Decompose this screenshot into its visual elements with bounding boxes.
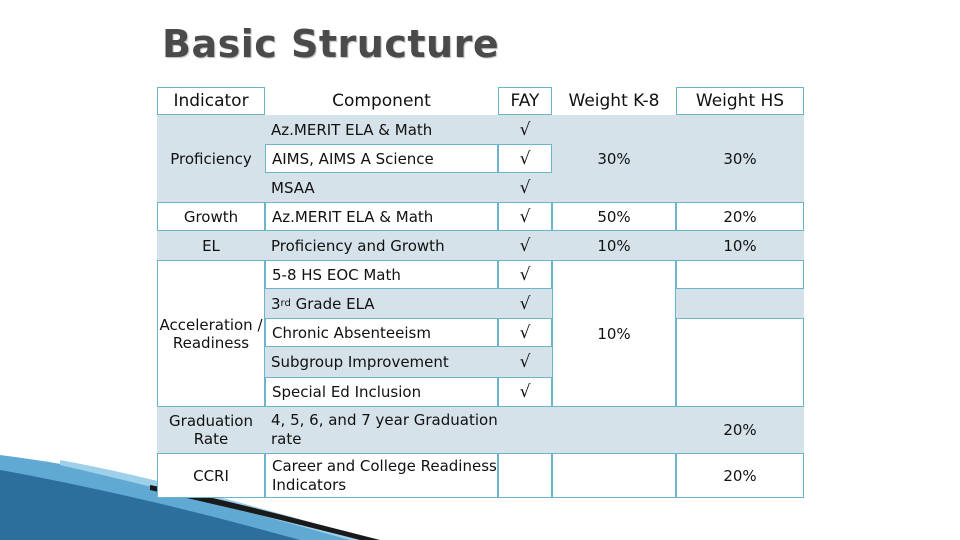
header-weight-hs: Weight HS [676, 87, 804, 115]
component-growth: Az.MERIT ELA & Math [265, 202, 498, 231]
fay-check: √ [498, 289, 552, 318]
fay-empty [498, 453, 552, 498]
grade-ela-label: Grade ELA [290, 294, 375, 313]
indicator-acceleration: Acceleration / Readiness [157, 260, 265, 407]
grade-suffix: rd [280, 298, 291, 309]
weight-k8-acceleration: 10% [552, 260, 676, 407]
component-subgroup-improvement: Subgroup Improvement [265, 347, 498, 377]
weight-k8-el: 10% [552, 231, 676, 260]
weight-hs-el: 10% [676, 231, 804, 260]
fay-check: √ [498, 144, 552, 173]
component-aims: AIMS, AIMS A Science [265, 144, 498, 173]
fay-empty [498, 407, 552, 453]
component-msaa: MSAA [265, 173, 498, 202]
fay-check: √ [498, 173, 552, 202]
component-ccri: Career and College Readiness Indicators [265, 453, 498, 498]
indicator-ccri: CCRI [157, 453, 265, 498]
fay-check: √ [498, 260, 552, 289]
component-azmerit: Az.MERIT ELA & Math [265, 115, 498, 144]
fay-check: √ [498, 347, 552, 377]
grade-number: 3 [271, 294, 281, 313]
header-indicator: Indicator [157, 87, 265, 115]
weight-hs-empty [676, 289, 804, 318]
indicator-proficiency: Proficiency [157, 115, 265, 202]
header-component: Component [265, 87, 498, 115]
component-el: Proficiency and Growth [265, 231, 498, 260]
weight-hs-proficiency: 30% [676, 115, 804, 202]
component-chronic-absenteeism: Chronic Absenteeism [265, 318, 498, 347]
indicator-el: EL [157, 231, 265, 260]
weight-hs-ccri: 20% [676, 453, 804, 498]
indicator-graduation: Graduation Rate [157, 407, 265, 453]
weight-k8-proficiency: 30% [552, 115, 676, 202]
fay-check: √ [498, 202, 552, 231]
fay-check: √ [498, 231, 552, 260]
fay-check: √ [498, 115, 552, 144]
weight-k8-empty [552, 407, 676, 453]
fay-check: √ [498, 377, 552, 407]
weight-hs-growth: 20% [676, 202, 804, 231]
weight-k8-empty [552, 453, 676, 498]
weight-hs-empty [676, 260, 804, 289]
weight-hs-graduation: 20% [676, 407, 804, 453]
header-fay: FAY [498, 87, 552, 115]
indicator-growth: Growth [157, 202, 265, 231]
fay-check: √ [498, 318, 552, 347]
header-weight-k8: Weight K-8 [552, 87, 676, 115]
page-title: Basic Structure [162, 22, 500, 66]
component-special-ed: Special Ed Inclusion [265, 377, 498, 407]
component-graduation: 4, 5, 6, and 7 year Graduation rate [265, 407, 498, 453]
component-eoc-math: 5-8 HS EOC Math [265, 260, 498, 289]
weight-k8-growth: 50% [552, 202, 676, 231]
weight-hs-empty [676, 318, 804, 407]
